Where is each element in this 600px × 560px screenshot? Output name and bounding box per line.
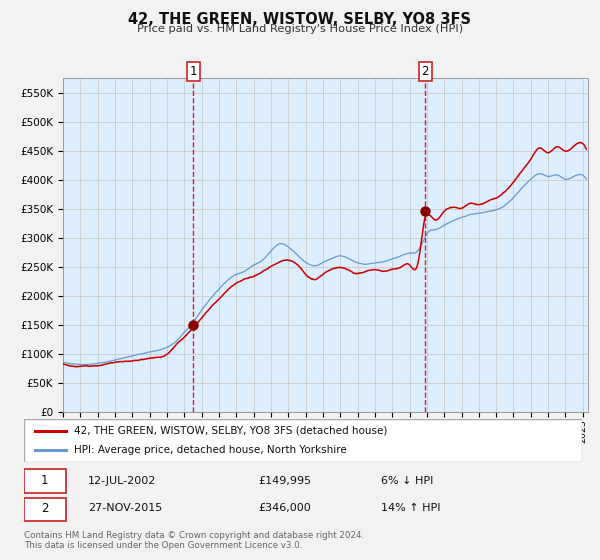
FancyBboxPatch shape bbox=[24, 498, 66, 521]
Text: 2: 2 bbox=[41, 502, 49, 515]
Text: £346,000: £346,000 bbox=[259, 503, 311, 514]
Text: 12-JUL-2002: 12-JUL-2002 bbox=[88, 475, 157, 486]
FancyBboxPatch shape bbox=[24, 469, 66, 493]
Text: Contains HM Land Registry data © Crown copyright and database right 2024.
This d: Contains HM Land Registry data © Crown c… bbox=[24, 531, 364, 550]
Text: Price paid vs. HM Land Registry's House Price Index (HPI): Price paid vs. HM Land Registry's House … bbox=[137, 24, 463, 34]
Text: £149,995: £149,995 bbox=[259, 475, 311, 486]
Text: 2: 2 bbox=[422, 66, 429, 78]
Text: 6% ↓ HPI: 6% ↓ HPI bbox=[381, 475, 433, 486]
Text: HPI: Average price, detached house, North Yorkshire: HPI: Average price, detached house, Nort… bbox=[74, 445, 347, 455]
Text: 42, THE GREEN, WISTOW, SELBY, YO8 3FS (detached house): 42, THE GREEN, WISTOW, SELBY, YO8 3FS (d… bbox=[74, 426, 388, 436]
Text: 27-NOV-2015: 27-NOV-2015 bbox=[88, 503, 163, 514]
Text: 1: 1 bbox=[190, 66, 197, 78]
Text: 42, THE GREEN, WISTOW, SELBY, YO8 3FS: 42, THE GREEN, WISTOW, SELBY, YO8 3FS bbox=[128, 12, 472, 27]
Text: 1: 1 bbox=[41, 474, 49, 487]
Text: 14% ↑ HPI: 14% ↑ HPI bbox=[381, 503, 440, 514]
